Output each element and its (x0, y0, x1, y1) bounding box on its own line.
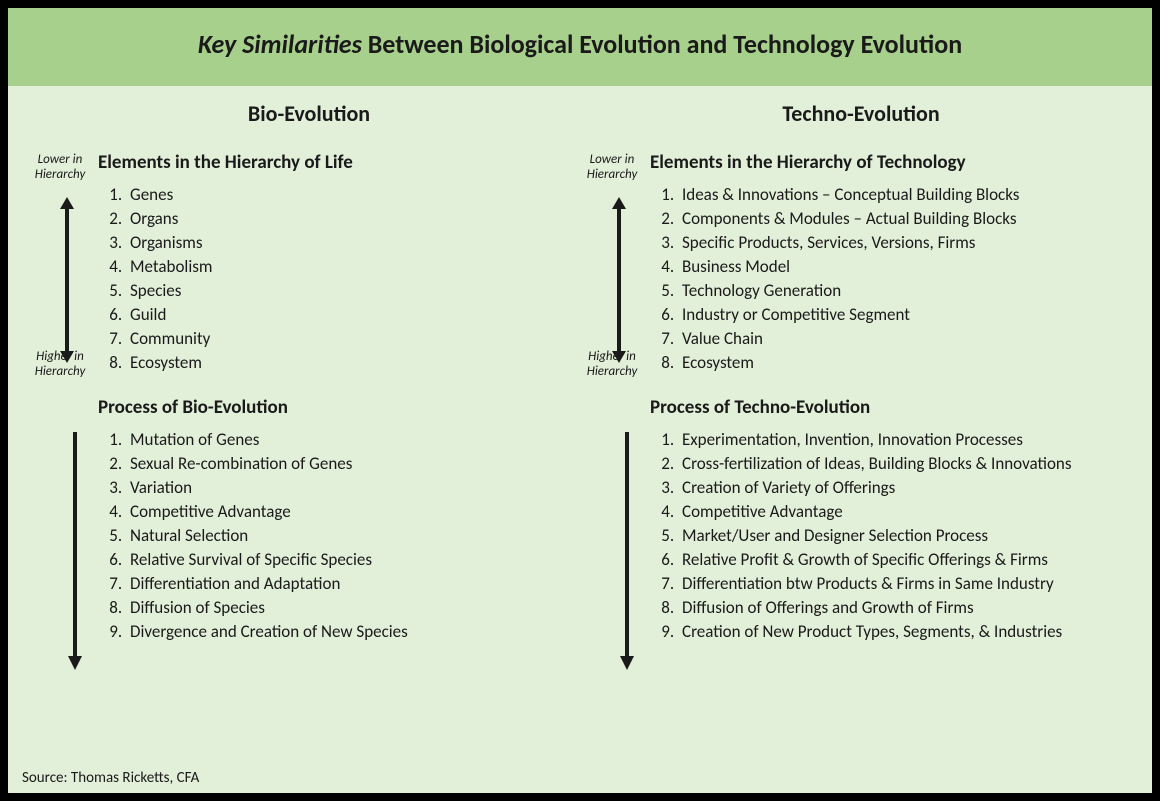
title-bar: Key Similarities Between Biological Evol… (8, 8, 1152, 86)
list-item: Mutation of Genes (126, 427, 570, 451)
list-item: Relative Survival of Specific Species (126, 547, 570, 571)
content-area: Bio-Evolution Lower in Hierarchy Higher … (8, 86, 1152, 793)
list-item: Specific Products, Services, Versions, F… (678, 230, 1122, 254)
list-item: Differentiation btw Products & Firms in … (678, 571, 1122, 595)
list-item: Organisms (126, 230, 570, 254)
outer-frame: Key Similarities Between Biological Evol… (0, 0, 1160, 801)
list-item: Guild (126, 302, 570, 326)
right-col-header: Techno-Evolution (600, 100, 1122, 127)
list-item: Organs (126, 206, 570, 230)
source-citation: Source: Thomas Ricketts, CFA (22, 769, 199, 787)
list-item: Diffusion of Species (126, 595, 570, 619)
list-item: Value Chain (678, 326, 1122, 350)
list-item: Community (126, 326, 570, 350)
slide-body: Key Similarities Between Biological Evol… (8, 8, 1152, 793)
list-item: Genes (126, 182, 570, 206)
left-col-header: Bio-Evolution (48, 100, 570, 127)
hierarchy-label-bottom: Higher in Hierarchy (26, 350, 94, 380)
columns: Bio-Evolution Lower in Hierarchy Higher … (8, 86, 1152, 665)
right-elements-title: Elements in the Hierarchy of Technology (650, 151, 1122, 174)
double-arrow-icon (612, 197, 626, 363)
double-arrow-icon (60, 197, 74, 363)
list-item: Differentiation and Adaptation (126, 571, 570, 595)
title-rest: Between Biological Evolution and Technol… (362, 28, 962, 60)
list-item: Species (126, 278, 570, 302)
left-process-block: Process of Bio-Evolution Mutation of Gen… (98, 396, 570, 643)
list-item: Divergence and Creation of New Species (126, 619, 570, 643)
list-item: Business Model (678, 254, 1122, 278)
main-title: Key Similarities Between Biological Evol… (18, 28, 1142, 60)
hierarchy-label-top: Lower in Hierarchy (578, 153, 646, 183)
right-process-list: Experimentation, Invention, Innovation P… (678, 427, 1122, 643)
right-process-title: Process of Techno-Evolution (650, 396, 1122, 419)
list-item: Competitive Advantage (678, 499, 1122, 523)
list-item: Industry or Competitive Segment (678, 302, 1122, 326)
left-column: Bio-Evolution Lower in Hierarchy Higher … (28, 100, 580, 665)
list-item: Market/User and Designer Selection Proce… (678, 523, 1122, 547)
list-item: Competitive Advantage (126, 499, 570, 523)
left-process-list: Mutation of GenesSexual Re-combination o… (126, 427, 570, 643)
right-elements-list: Ideas & Innovations – Conceptual Buildin… (678, 182, 1122, 374)
list-item: Experimentation, Invention, Innovation P… (678, 427, 1122, 451)
down-arrow-icon (68, 432, 82, 670)
list-item: Components & Modules – Actual Building B… (678, 206, 1122, 230)
list-item: Diffusion of Offerings and Growth of Fir… (678, 595, 1122, 619)
hierarchy-label-bottom: Higher in Hierarchy (578, 350, 646, 380)
list-item: Variation (126, 475, 570, 499)
list-item: Ecosystem (678, 350, 1122, 374)
title-italic: Key Similarities (198, 28, 362, 60)
right-elements-block: Lower in Hierarchy Higher in Hierarchy E… (650, 151, 1122, 374)
list-item: Ecosystem (126, 350, 570, 374)
list-item: Cross-fertilization of Ideas, Building B… (678, 451, 1122, 475)
list-item: Creation of Variety of Offerings (678, 475, 1122, 499)
left-elements-title: Elements in the Hierarchy of Life (98, 151, 570, 174)
list-item: Sexual Re-combination of Genes (126, 451, 570, 475)
list-item: Ideas & Innovations – Conceptual Buildin… (678, 182, 1122, 206)
list-item: Metabolism (126, 254, 570, 278)
right-column: Techno-Evolution Lower in Hierarchy High… (580, 100, 1132, 665)
list-item: Technology Generation (678, 278, 1122, 302)
list-item: Creation of New Product Types, Segments,… (678, 619, 1122, 643)
left-elements-block: Lower in Hierarchy Higher in Hierarchy E… (98, 151, 570, 374)
list-item: Relative Profit & Growth of Specific Off… (678, 547, 1122, 571)
left-process-title: Process of Bio-Evolution (98, 396, 570, 419)
right-process-block: Process of Techno-Evolution Experimentat… (650, 396, 1122, 643)
list-item: Natural Selection (126, 523, 570, 547)
down-arrow-icon (620, 432, 634, 670)
left-elements-list: GenesOrgansOrganismsMetabolismSpeciesGui… (126, 182, 570, 374)
hierarchy-label-top: Lower in Hierarchy (26, 153, 94, 183)
